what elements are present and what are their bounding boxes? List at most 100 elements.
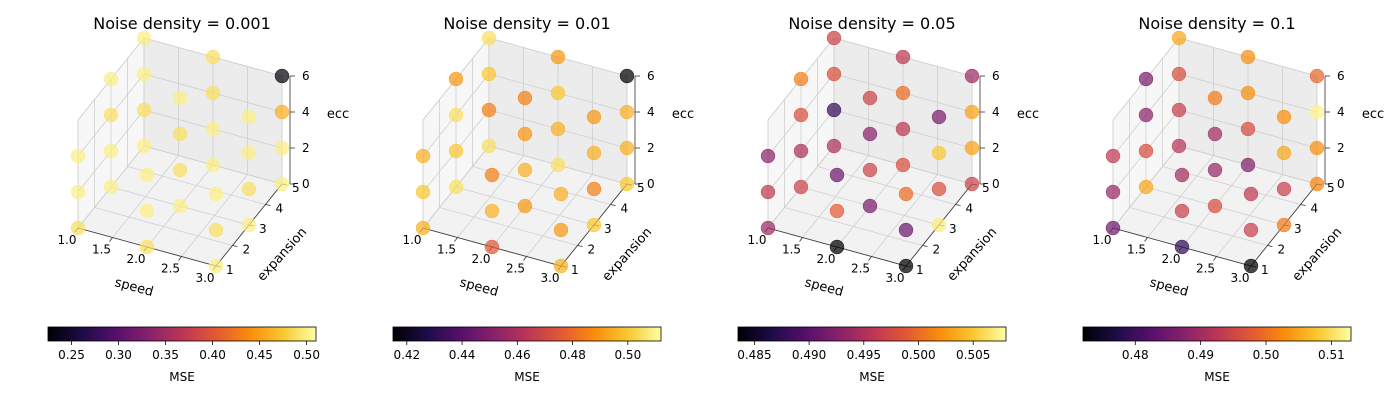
x-tick-label: 2.0 (816, 252, 835, 266)
data-point (898, 222, 914, 238)
data-point (481, 138, 497, 154)
data-point (1171, 138, 1187, 154)
x-tick-mark (1213, 256, 1217, 261)
data-point (1207, 90, 1223, 106)
data-point (862, 162, 878, 178)
data-point (1174, 203, 1190, 219)
data-point (1243, 258, 1259, 274)
subplot-2: Noise density = 0.011.01.52.02.53.012345… (392, 14, 694, 384)
data-point (1105, 220, 1121, 236)
x-tick-mark (1144, 237, 1148, 242)
data-point (415, 148, 431, 164)
data-point (829, 167, 845, 183)
data-point (964, 104, 980, 120)
data-point (136, 102, 152, 118)
data-point (1138, 179, 1154, 195)
data-point (1240, 121, 1256, 137)
data-point (241, 145, 257, 161)
data-point (1138, 143, 1154, 159)
x-tick-label: 3.0 (540, 271, 559, 285)
data-point (1207, 162, 1223, 178)
x-tick-label: 1.0 (1092, 233, 1111, 247)
data-point (205, 121, 221, 137)
data-point (1171, 66, 1187, 82)
x-axis-label: speed (1148, 275, 1190, 300)
data-point (448, 143, 464, 159)
x-tick-label: 1.5 (782, 243, 801, 257)
data-point (1243, 186, 1259, 202)
data-point (895, 49, 911, 65)
y-tick-label: 2 (933, 243, 941, 257)
data-point (760, 220, 776, 236)
y-tick-label: 5 (982, 181, 990, 195)
data-point (172, 198, 188, 214)
data-point (1276, 109, 1292, 125)
x-tick-mark (799, 237, 803, 242)
colorbar (392, 326, 662, 342)
y-tick-mark (1267, 245, 1273, 247)
z-axis-label: ecc (327, 107, 349, 122)
data-point (139, 203, 155, 219)
data-point (619, 176, 635, 192)
y-tick-mark (232, 245, 238, 247)
data-point (172, 126, 188, 142)
z-tick-label: 0 (647, 177, 655, 191)
colorbar-tick-label: 0.25 (58, 348, 85, 362)
z-tick-label: 2 (992, 141, 1000, 155)
x-axis-label: speed (458, 275, 500, 300)
data-point (586, 217, 602, 233)
data-point (931, 217, 947, 233)
y-tick-label: 3 (259, 222, 267, 236)
data-point (136, 138, 152, 154)
x-tick-label: 1.5 (92, 243, 111, 257)
data-point (1243, 222, 1259, 238)
data-point (619, 104, 635, 120)
data-point (448, 71, 464, 87)
y-tick-label: 5 (292, 181, 300, 195)
data-point (208, 258, 224, 274)
data-point (1276, 181, 1292, 197)
data-point (241, 181, 257, 197)
subplot-3: Noise density = 0.051.01.52.02.53.012345… (737, 14, 1039, 384)
data-point (760, 184, 776, 200)
data-point (1138, 71, 1154, 87)
x-axis-label: speed (803, 275, 845, 300)
x-tick-label: 2.0 (471, 252, 490, 266)
z-tick-label: 4 (647, 105, 655, 119)
data-point (448, 179, 464, 195)
colorbar-tick-label: 0.50 (614, 348, 641, 362)
colorbar-tick-label: 0.505 (956, 348, 990, 362)
y-tick-label: 1 (571, 263, 579, 277)
data-point (274, 140, 290, 156)
data-point (1276, 145, 1292, 161)
colorbar-tick-label: 0.45 (246, 348, 273, 362)
data-point (586, 145, 602, 161)
data-point (1171, 30, 1187, 46)
data-point (484, 203, 500, 219)
x-tick-label: 1.0 (747, 233, 766, 247)
data-point (862, 198, 878, 214)
data-point (415, 184, 431, 200)
x-tick-label: 1.5 (1127, 243, 1146, 257)
x-tick-mark (178, 256, 182, 261)
x-tick-label: 1.0 (57, 233, 76, 247)
data-point (139, 167, 155, 183)
colorbar-tick-label: 0.495 (847, 348, 881, 362)
data-point (826, 102, 842, 118)
x-tick-label: 3.0 (885, 271, 904, 285)
data-point (553, 222, 569, 238)
z-tick-label: 2 (1337, 141, 1345, 155)
x-tick-label: 3.0 (195, 271, 214, 285)
x-tick-mark (868, 256, 872, 261)
chart-title: Noise density = 0.001 (93, 14, 271, 33)
data-point (172, 162, 188, 178)
subplot-1: Noise density = 0.0011.01.52.02.53.01234… (47, 14, 349, 384)
y-tick-label: 2 (588, 243, 596, 257)
colorbar-tick-label: 0.490 (792, 348, 826, 362)
data-point (517, 90, 533, 106)
colorbar-tick-label: 0.44 (449, 348, 476, 362)
data-point (1309, 68, 1325, 84)
data-point (550, 157, 566, 173)
y-tick-label: 3 (1294, 222, 1302, 236)
x-tick-mark (523, 256, 527, 261)
